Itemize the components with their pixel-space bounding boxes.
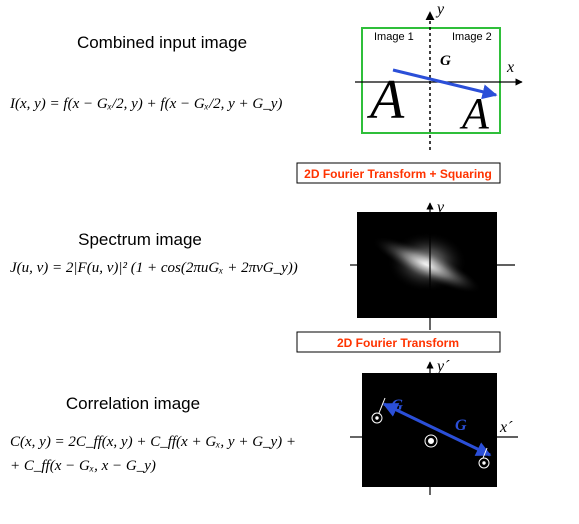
spectrum-glow	[387, 232, 467, 292]
equation: I(x, y) = f(x − Gₓ/2, y) + f(x − Gₓ/2, y…	[9, 96, 282, 112]
image-label: Image 1	[374, 31, 414, 43]
axis-label: u	[502, 249, 510, 266]
glyph: A	[366, 69, 405, 131]
step-label: 2D Fourier Transform	[337, 336, 459, 350]
section-title: Correlation image	[66, 394, 200, 413]
diagram: Combined input image I(x, y) = f(x − Gₓ/…	[0, 0, 579, 524]
axis-label: x	[506, 59, 514, 76]
axis-label: y	[435, 1, 445, 18]
step-label: 2D Fourier Transform + Squaring	[304, 167, 492, 181]
axis-label: x´	[499, 419, 513, 436]
section-title: Combined input image	[77, 33, 247, 52]
section-title: Spectrum image	[78, 230, 202, 249]
glyph: A	[459, 89, 490, 138]
axis-label: y´	[435, 358, 450, 375]
axis-label: v	[437, 199, 445, 216]
vector-label: G	[455, 417, 467, 434]
vector-label: G	[440, 53, 451, 69]
vector-label: -G	[386, 397, 403, 414]
image-label: Image 2	[452, 31, 492, 43]
equation: J(u, v) = 2|F(u, v)|² (1 + cos(2πuGₓ + 2…	[10, 260, 298, 276]
equation: C(x, y) = 2C_ff(x, y) + C_ff(x + Gₓ, y +…	[10, 434, 296, 450]
equation: + C_ff(x − Gₓ, x − G_y)	[10, 458, 156, 474]
